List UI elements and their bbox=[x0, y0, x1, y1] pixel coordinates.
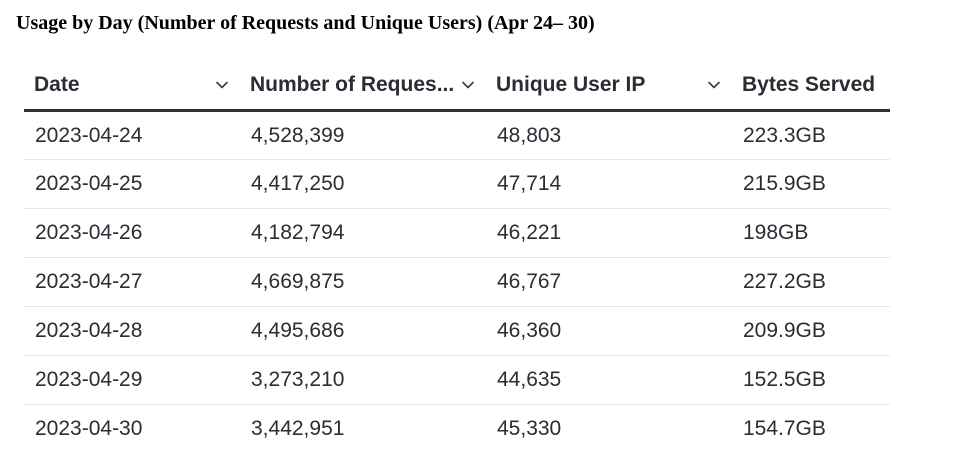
cell-date: 2023-04-25 bbox=[24, 159, 240, 209]
table-row: 2023-04-30 3,442,951 45,330 154.7GB bbox=[24, 405, 890, 454]
cell-unique-ips: 46,767 bbox=[486, 257, 732, 307]
table-row: 2023-04-24 4,528,399 48,803 223.3GB bbox=[24, 110, 890, 160]
cell-unique-ips: 48,803 bbox=[486, 110, 732, 160]
cell-requests: 3,442,951 bbox=[251, 417, 345, 441]
column-header-number-of-requests[interactable]: Number of Reques... bbox=[240, 60, 486, 112]
cell-requests: 4,182,794 bbox=[240, 208, 486, 258]
cell-date: 2023-04-24 bbox=[24, 110, 240, 160]
usage-table: Date Number of Reques... bbox=[24, 60, 890, 454]
column-header-label: Number of Reques... bbox=[250, 72, 455, 96]
cell-bytes: 227.2GB bbox=[732, 257, 890, 307]
cell-unique-ips: 46,360 bbox=[486, 306, 732, 356]
chevron-down-icon[interactable] bbox=[708, 81, 720, 89]
table-row: 2023-04-26 4,182,794 46,221 198GB bbox=[24, 208, 890, 258]
column-header-label: Bytes Served bbox=[742, 72, 876, 96]
cell-bytes: 198GB bbox=[732, 208, 890, 258]
table-row: 2023-04-28 4,495,686 46,360 209.9GB bbox=[24, 306, 890, 356]
table-row: 2023-04-29 3,273,210 44,635 152.5GB bbox=[24, 355, 890, 405]
cell-unique-ips: 47,714 bbox=[486, 159, 732, 209]
cell-bytes: 223.3GB bbox=[732, 110, 890, 160]
cell-date: 2023-04-30 bbox=[35, 417, 143, 441]
cell-unique-ips: 44,635 bbox=[486, 355, 732, 405]
cell-requests: 4,669,875 bbox=[240, 257, 486, 307]
table-row: 2023-04-27 4,669,875 46,767 227.2GB bbox=[24, 257, 890, 307]
cell-bytes: 209.9GB bbox=[732, 306, 890, 356]
cell-bytes: 154.7GB bbox=[743, 417, 826, 441]
column-header-label: Date bbox=[34, 72, 80, 96]
chevron-down-icon[interactable] bbox=[216, 81, 228, 89]
chevron-down-icon[interactable] bbox=[462, 81, 474, 89]
cell-requests: 4,417,250 bbox=[240, 159, 486, 209]
column-header-bytes-served[interactable]: Bytes Served bbox=[732, 60, 890, 112]
cell-bytes: 215.9GB bbox=[732, 159, 890, 209]
cell-date: 2023-04-29 bbox=[24, 355, 240, 405]
column-header-unique-user-ip[interactable]: Unique User IP bbox=[486, 60, 732, 112]
cell-requests: 3,273,210 bbox=[240, 355, 486, 405]
cell-date: 2023-04-26 bbox=[24, 208, 240, 258]
usage-table-container: Date Number of Reques... bbox=[24, 60, 890, 454]
cell-bytes: 152.5GB bbox=[732, 355, 890, 405]
column-header-label: Unique User IP bbox=[496, 72, 646, 96]
column-header-date[interactable]: Date bbox=[24, 60, 240, 112]
cell-unique-ips: 45,330 bbox=[497, 417, 562, 441]
cell-requests: 4,528,399 bbox=[240, 110, 486, 160]
table-row: 2023-04-25 4,417,250 47,714 215.9GB bbox=[24, 159, 890, 209]
cell-unique-ips: 46,221 bbox=[486, 208, 732, 258]
cell-requests: 4,495,686 bbox=[240, 306, 486, 356]
page-title: Usage by Day (Number of Requests and Uni… bbox=[16, 12, 595, 34]
cell-date: 2023-04-28 bbox=[24, 306, 240, 356]
table-header-row: Date Number of Reques... bbox=[24, 60, 890, 112]
cell-date: 2023-04-27 bbox=[24, 257, 240, 307]
